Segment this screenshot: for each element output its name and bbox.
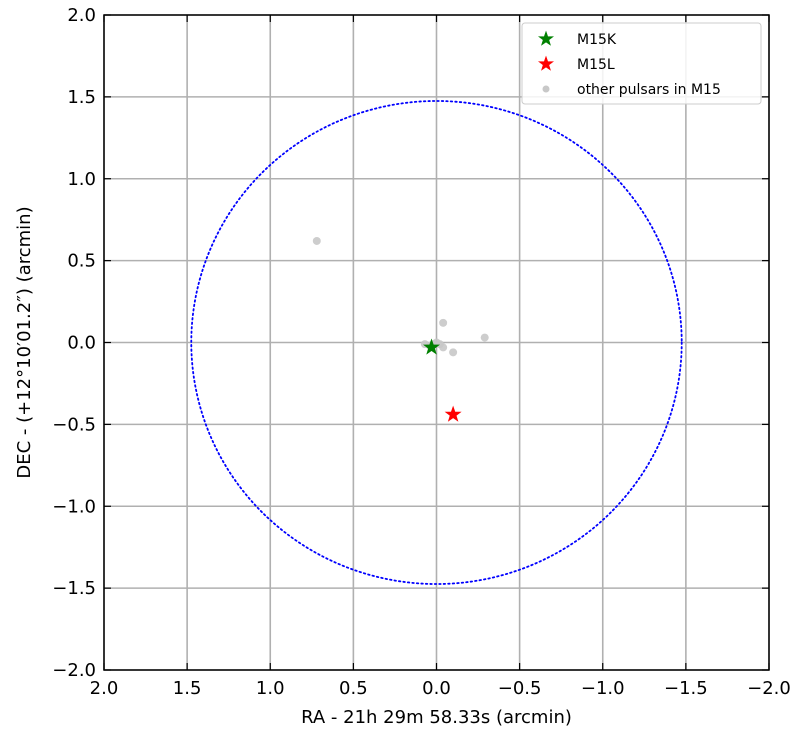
star-marker (444, 405, 462, 422)
x-tick-label: 0.0 (422, 678, 451, 699)
legend-star-marker (538, 55, 554, 71)
y-tick-labels: 2.0 1.5 1.0 0.5 0.0 −0.5 −1.0 −1.5 −2.0 (52, 5, 96, 681)
x-tick-label: 2.0 (90, 678, 119, 699)
beam-circle (190, 100, 683, 585)
legend: M15K M15L other pulsars in M15 (521, 22, 762, 105)
x-tick-label: 0.5 (339, 678, 368, 699)
star-marker (423, 338, 440, 355)
legend-entry-label: M15L (577, 57, 615, 73)
x-tick-label: −1.0 (581, 678, 625, 699)
points-layer (312, 236, 489, 422)
pulsar-point (439, 318, 448, 327)
pulsar-point (480, 333, 489, 342)
y-tick-label: −0.5 (52, 414, 96, 435)
y-tick-label: 0.5 (67, 251, 96, 272)
pulsar-point (312, 236, 321, 245)
legend-circle-marker (542, 85, 550, 93)
beam-circle-layer (190, 100, 683, 585)
legend-box (521, 22, 762, 105)
x-tick-labels: 2.0 1.5 1.0 0.5 0.0 −0.5 −1.0 −1.5 −2.0 (90, 678, 791, 699)
legend-star-marker (538, 30, 554, 46)
y-tick-label: 2.0 (67, 5, 96, 26)
y-tick-label: 1.5 (67, 87, 96, 108)
x-tick-label: −2.0 (747, 678, 791, 699)
x-axis-label: RA - 21h 29m 58.33s (arcmin) (301, 707, 572, 728)
y-tick-label: 1.0 (67, 169, 96, 190)
y-tick-label: −2.0 (52, 660, 96, 681)
legend-entry-label: other pulsars in M15 (577, 82, 721, 98)
x-tick-label: 1.5 (173, 678, 202, 699)
legend-entry-label: M15K (577, 32, 617, 48)
x-tick-label: 1.0 (256, 678, 285, 699)
y-axis-label: DEC - (+12°10′01.2″) (arcmin) (14, 206, 35, 478)
y-tick-label: −1.5 (52, 578, 96, 599)
y-tick-label: 0.0 (67, 333, 96, 354)
pulsar-point (449, 348, 458, 357)
y-tick-label: −1.0 (52, 496, 96, 517)
ticks (103, 14, 770, 671)
x-tick-label: −0.5 (498, 678, 542, 699)
x-tick-label: −1.5 (664, 678, 708, 699)
